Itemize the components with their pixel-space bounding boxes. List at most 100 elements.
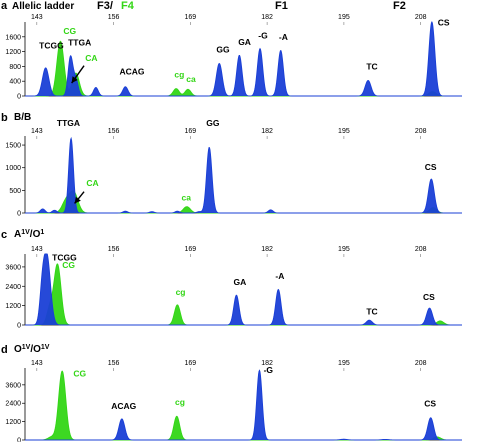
panel-b-peak-label: CA xyxy=(86,178,98,188)
panel-a-blue-trace-line xyxy=(25,20,462,97)
panel-c-title: A1V/O1 xyxy=(14,229,44,241)
panel-a-peak-label: CA xyxy=(85,53,97,63)
panels-group: 143 156 169 182 195 208040080012001600TCGGCGT… xyxy=(1,14,462,442)
panel-d: d O1V/O1V 143 156 169 182 195 208 0 1200 2400 3600 C… xyxy=(1,344,462,442)
panel-c-x-tick-label: 169 xyxy=(185,246,197,253)
panel-c-peak-label: TCGG xyxy=(52,252,77,262)
header-f1-label: F1 xyxy=(275,0,288,12)
panel-d-x-tick-label: 195 xyxy=(338,360,350,367)
panel-c-letter: c xyxy=(1,229,7,241)
panel-a-peak-label: TC xyxy=(366,62,377,72)
panel-d-peak-label: CG xyxy=(73,368,86,378)
panel-a-y-tick-label: 400 xyxy=(9,79,21,86)
panel-a-x-tick-label: 169 xyxy=(185,14,197,21)
panel-d-y-tick-label: 3600 xyxy=(5,382,21,389)
panel-c-y-tick-label: 0 xyxy=(17,323,21,330)
panel-b-letter: b xyxy=(1,112,8,124)
panel-b-x-tick-label: 169 xyxy=(185,128,197,135)
panel-d-title: O1V/O1V xyxy=(14,344,50,356)
panel-d-letter: d xyxy=(1,344,8,356)
panel-a-y-tick-label: 0 xyxy=(17,94,21,101)
header-f2-label: F2 xyxy=(393,0,406,12)
panel-c-x-tick-label: 143 xyxy=(31,246,43,253)
panel-a-peak-label: -A xyxy=(279,32,288,42)
panel-b-x-tick-label: 208 xyxy=(415,128,427,135)
panel-d-x-tick-label: 182 xyxy=(261,360,273,367)
panel-c-x-tick-label: 208 xyxy=(415,246,427,253)
panel-d-green-trace-line xyxy=(25,370,462,441)
panel-c-green-trace-area xyxy=(25,263,462,325)
panel-a-peak-label: TTGA xyxy=(68,38,91,48)
panel-d-x-tick-label: 169 xyxy=(185,360,197,367)
panel-b-green-trace-area xyxy=(25,190,462,213)
panel-c-peak-label: -A xyxy=(275,271,284,281)
panel-b-y-tick-label: 1500 xyxy=(5,143,21,150)
panel-b-peak-label: ca xyxy=(181,192,191,202)
panel-a-peak-label: ca xyxy=(186,74,196,84)
panel-b-x-tick-label: 143 xyxy=(31,128,43,135)
panel-d-y-tick-label: 2400 xyxy=(5,401,21,408)
panel-c-blue-trace-line xyxy=(25,253,462,326)
panel-d-x-tick-label: 143 xyxy=(31,360,43,367)
panel-c-peak-label: GA xyxy=(233,277,246,287)
panel-b-y-tick-label: 500 xyxy=(9,188,21,195)
panel-b-blue-trace-area xyxy=(25,138,462,213)
panel-d-peak-label: cg xyxy=(175,397,185,407)
panel-a-arrow-head xyxy=(71,76,78,84)
panel-a-letter: a xyxy=(1,0,8,12)
panel-d-blue-trace-line xyxy=(25,369,462,441)
panel-b-x-tick-label: 182 xyxy=(261,128,273,135)
panel-d-green-trace-area xyxy=(25,371,462,440)
panel-b-green-trace-line xyxy=(25,190,462,214)
panel-d-peak-label: CS xyxy=(424,399,436,409)
panel-a-x-tick-label: 208 xyxy=(415,14,427,21)
panel-a-peak-label: CG xyxy=(63,26,76,36)
panel-a-x-tick-label: 195 xyxy=(338,14,350,21)
panel-a-x-tick-label: 156 xyxy=(108,14,120,21)
panel-d-blue-trace-area xyxy=(25,370,462,440)
panel-a-peak-label: GA xyxy=(238,37,251,47)
panel-c-x-tick-label: 182 xyxy=(261,246,273,253)
panel-d-x-tick-label: 156 xyxy=(108,360,120,367)
panel-a: 143 156 169 182 195 208040080012001600TCGGCGT… xyxy=(5,14,462,101)
panel-a-y-tick-label: 800 xyxy=(9,64,21,71)
panel-c: c A1V/O1 143 156 169 182 195 208 0 1200 2400 3600 TC… xyxy=(1,229,462,330)
panel-c-peak-label: TC xyxy=(366,307,377,317)
panel-a-peak-label: CS xyxy=(438,18,450,28)
panel-c-blue-trace-area xyxy=(25,254,462,325)
panel-c-y-tick-label: 3600 xyxy=(5,264,21,271)
panel-c-x-tick-label: 156 xyxy=(108,246,120,253)
panel-a-x-tick-label: 182 xyxy=(261,14,273,21)
panel-a-x-tick-label: 143 xyxy=(31,14,43,21)
panel-d-y-tick-label: 1200 xyxy=(5,419,21,426)
panel-c-peak-label: CG xyxy=(62,260,75,270)
panel-a-peak-label: cg xyxy=(174,70,184,80)
panel-c-y-tick-label: 2400 xyxy=(5,284,21,291)
panel-d-x-tick-label: 208 xyxy=(415,360,427,367)
panel-b-peak-label: CS xyxy=(425,162,437,172)
panel-a-peak-label: GG xyxy=(216,45,230,55)
panel-b-peak-label: GG xyxy=(206,118,220,128)
panel-b-peak-label: TTGA xyxy=(57,118,80,128)
panel-d-peak-label: -G xyxy=(264,365,274,375)
panel-c-x-tick-label: 195 xyxy=(338,246,350,253)
header-f4-label: F4 xyxy=(121,0,135,12)
panel-a-peak-label: ACAG xyxy=(119,67,144,77)
panel-a-blue-trace-area xyxy=(25,22,462,96)
panel-a-y-tick-label: 1200 xyxy=(5,49,21,56)
panel-b-blue-trace-line xyxy=(25,136,462,214)
panel-a-peak-label: TCGG xyxy=(39,41,64,51)
panel-c-peak-label: CS xyxy=(423,292,435,302)
panel-c-green-trace-line xyxy=(25,263,462,326)
panel-a-y-tick-label: 1600 xyxy=(5,34,21,41)
header-f3-label: F3/ xyxy=(97,0,113,12)
panel-b-y-tick-label: 1000 xyxy=(5,165,21,172)
panel-d-peak-label: ACAG xyxy=(111,401,136,411)
panel-a-peak-label: -G xyxy=(258,30,268,40)
panel-b-y-tick-label: 0 xyxy=(17,211,21,218)
panel-b-arrow-head xyxy=(74,196,81,204)
panel-b-x-tick-label: 195 xyxy=(338,128,350,135)
panel-c-y-tick-label: 1200 xyxy=(5,303,21,310)
